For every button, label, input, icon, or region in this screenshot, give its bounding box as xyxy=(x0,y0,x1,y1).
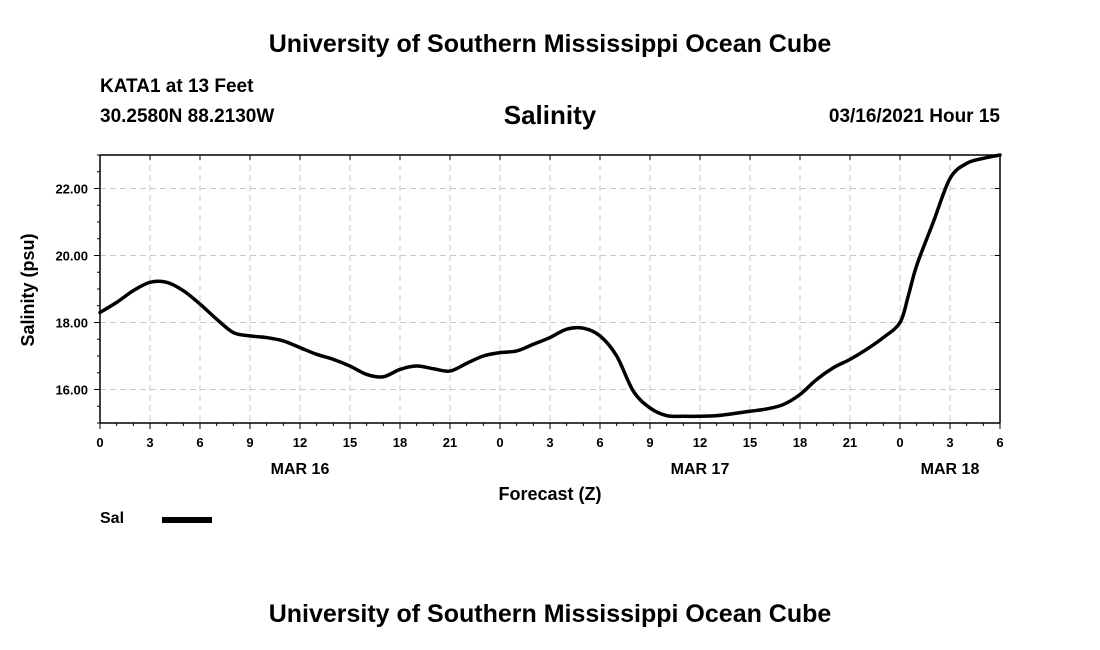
station-label: KATA1 at 13 Feet xyxy=(100,76,254,97)
chart-main-title: University of Southern Mississippi Ocean… xyxy=(268,30,832,58)
x-tick-label: 21 xyxy=(443,435,457,450)
x-tick-label: 9 xyxy=(246,435,253,450)
x-tick-label: 21 xyxy=(843,435,857,450)
x-tick-label: 18 xyxy=(393,435,407,450)
y-tick-label: 22.00 xyxy=(55,182,88,197)
x-tick-label: 6 xyxy=(196,435,203,450)
x-tick-label: 0 xyxy=(496,435,503,450)
x-tick-label: 6 xyxy=(596,435,603,450)
legend-swatch xyxy=(162,517,212,523)
x-tick-label: 0 xyxy=(96,435,103,450)
variable-title: Salinity xyxy=(503,100,597,130)
x-tick-label: 9 xyxy=(646,435,653,450)
y-tick-label: 20.00 xyxy=(55,249,88,264)
x-tick-label: 15 xyxy=(743,435,757,450)
x-tick-label: 15 xyxy=(343,435,357,450)
x-tick-label: 3 xyxy=(946,435,953,450)
station-coordinates: 30.2580N 88.2130W xyxy=(100,106,275,127)
legend-label: Sal xyxy=(100,510,125,527)
x-tick-label: 12 xyxy=(693,435,707,450)
x-tick-label: 12 xyxy=(293,435,307,450)
x-tick-label: 3 xyxy=(546,435,553,450)
tick-marks xyxy=(94,154,1001,429)
series-layer xyxy=(98,153,1002,419)
series-line-sal xyxy=(98,153,1002,419)
x-tick-label: 18 xyxy=(793,435,807,450)
date-label: MAR 16 xyxy=(271,461,330,478)
y-axis-label: Salinity (psu) xyxy=(18,233,38,346)
grid-lines xyxy=(100,155,1000,423)
tick-labels: 0 3 6 9 12 15 18 21 0 3 6 9 12 15 18 21 0 3 6 16.00 18.00 20.… xyxy=(55,182,1003,479)
date-label: MAR 17 xyxy=(671,461,730,478)
y-tick-label: 18.00 xyxy=(55,316,88,331)
forecast-datetime: 03/16/2021 Hour 15 xyxy=(828,106,1000,127)
x-tick-label: 6 xyxy=(996,435,1003,450)
x-tick-label: 0 xyxy=(896,435,903,450)
footer-title: University of Southern Mississippi Ocean… xyxy=(268,600,832,628)
x-axis-label: Forecast (Z) xyxy=(498,484,601,504)
y-tick-label: 16.00 xyxy=(55,383,88,398)
x-tick-label: 3 xyxy=(146,435,153,450)
date-label: MAR 18 xyxy=(921,461,980,478)
